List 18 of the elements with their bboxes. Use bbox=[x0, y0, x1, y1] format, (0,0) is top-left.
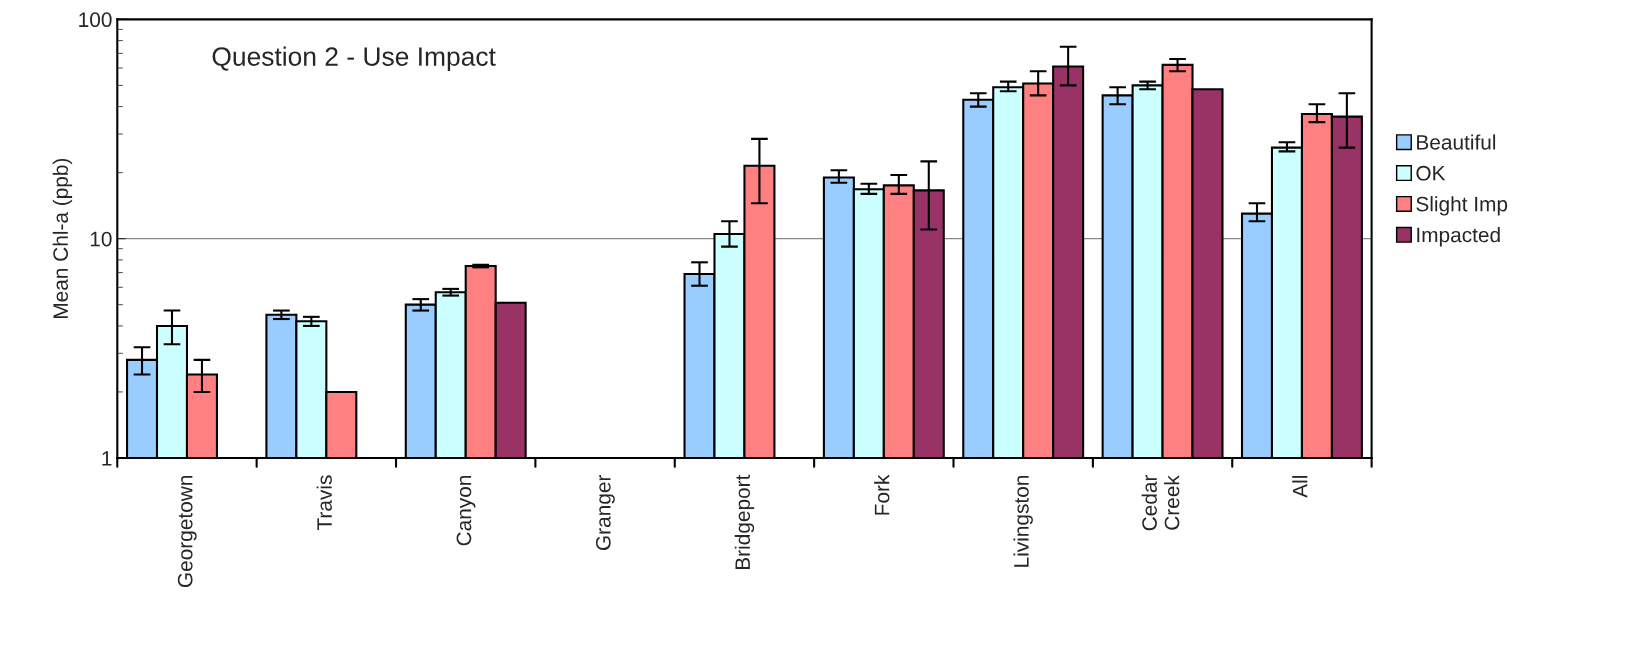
legend-label: Impacted bbox=[1417, 227, 1500, 247]
x-tick-label: Fork bbox=[874, 474, 890, 515]
x-tick-label: All bbox=[1292, 476, 1308, 498]
x-tick-label: Cedar Creek bbox=[1141, 474, 1180, 531]
y-axis-title: Mean Chl-a (ppb) bbox=[52, 158, 73, 318]
x-tick-label: Livingston bbox=[1013, 475, 1033, 567]
y-tick-label: 10 bbox=[90, 231, 112, 247]
legend-label: OK bbox=[1416, 165, 1446, 181]
annotation: Question 2 - Use Impact bbox=[212, 46, 496, 72]
x-tick-label: Bridgeport bbox=[734, 474, 755, 570]
x-tick-label: Georgetown bbox=[177, 475, 197, 588]
legend-label: Beautiful bbox=[1417, 134, 1496, 150]
x-tick-label: Granger bbox=[595, 474, 615, 550]
x-tick-label: Travis bbox=[316, 475, 332, 531]
x-tick-label: Canyon bbox=[456, 475, 476, 546]
y-tick-label: 1 bbox=[102, 451, 112, 466]
legend-label: Slight Imp bbox=[1416, 196, 1508, 216]
y-tick-label: 100 bbox=[79, 12, 112, 28]
